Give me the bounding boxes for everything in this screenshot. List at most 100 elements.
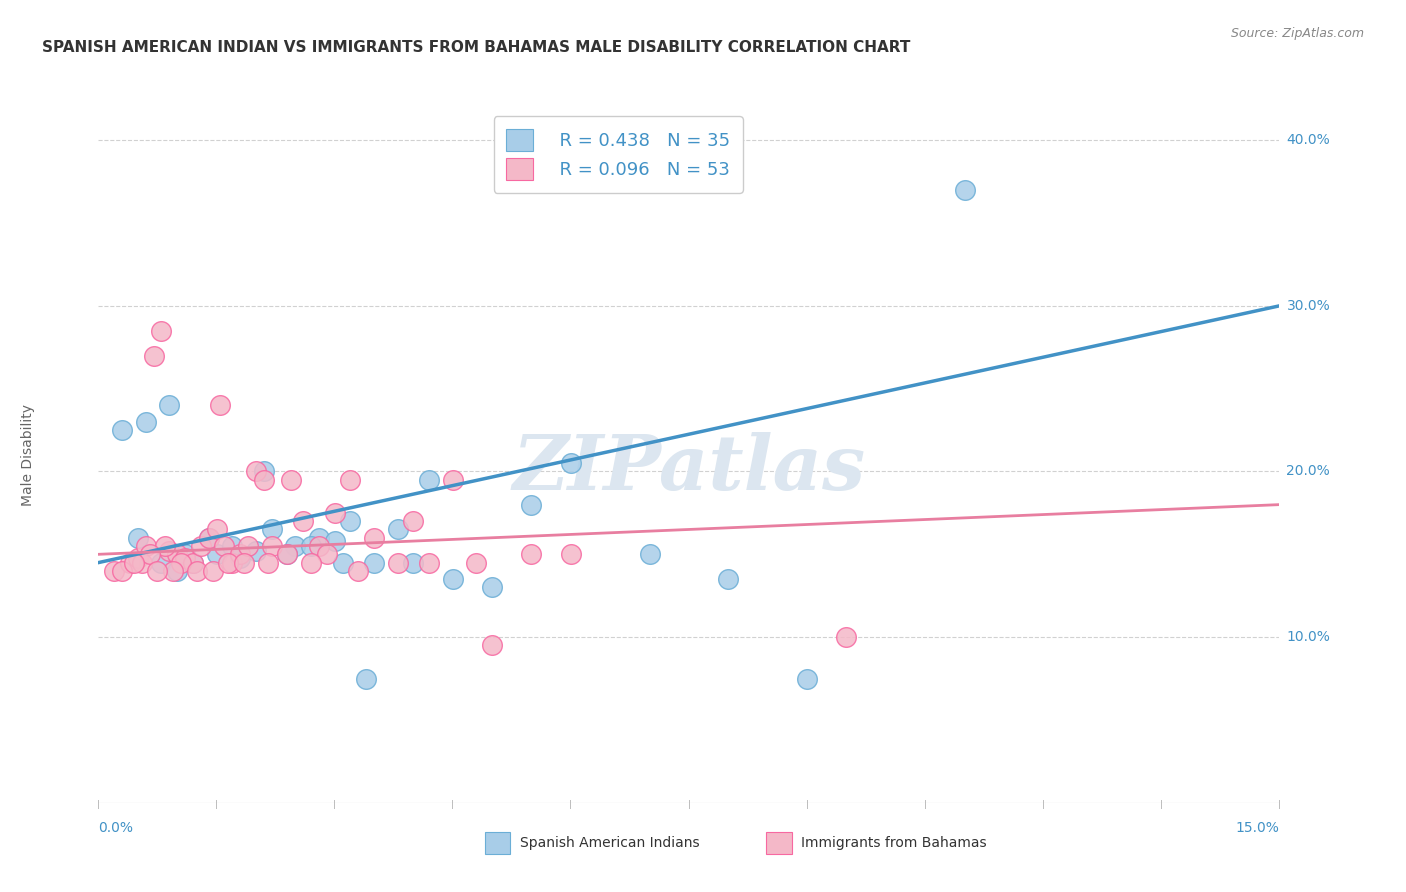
- Point: [481, 581, 503, 595]
- Point: [284, 539, 307, 553]
- Point: [181, 556, 204, 570]
- Point: [135, 415, 157, 429]
- Point: [166, 564, 188, 578]
- Point: [142, 349, 165, 363]
- Text: Spanish American Indians: Spanish American Indians: [520, 836, 700, 850]
- Point: [157, 398, 180, 412]
- Point: [363, 556, 385, 570]
- Point: [205, 547, 228, 561]
- Text: 10.0%: 10.0%: [1286, 630, 1330, 644]
- Legend:   R = 0.438   N = 35,   R = 0.096   N = 53: R = 0.438 N = 35, R = 0.096 N = 53: [494, 116, 742, 193]
- Point: [332, 556, 354, 570]
- Point: [229, 550, 252, 565]
- Point: [174, 550, 197, 565]
- Point: [299, 539, 322, 553]
- Text: |: |: [97, 800, 100, 809]
- Point: [150, 324, 173, 338]
- Text: Male Disability: Male Disability: [21, 404, 35, 506]
- Text: |: |: [1278, 800, 1281, 809]
- Text: |: |: [806, 800, 808, 809]
- Text: 0.0%: 0.0%: [98, 821, 134, 835]
- Point: [217, 556, 239, 570]
- Point: [245, 544, 267, 558]
- Text: 40.0%: 40.0%: [1286, 133, 1330, 147]
- Point: [299, 556, 322, 570]
- Point: [339, 514, 361, 528]
- Point: [402, 556, 425, 570]
- Point: [481, 639, 503, 653]
- Point: [387, 523, 409, 537]
- Point: [347, 564, 370, 578]
- Point: [520, 547, 543, 561]
- Point: [155, 539, 177, 553]
- Point: [221, 556, 243, 570]
- Point: [953, 183, 976, 197]
- Point: [796, 672, 818, 686]
- Point: [276, 547, 298, 561]
- Point: [339, 473, 361, 487]
- Text: Immigrants from Bahamas: Immigrants from Bahamas: [801, 836, 987, 850]
- Point: [127, 531, 149, 545]
- Point: [465, 556, 488, 570]
- Point: [162, 564, 184, 578]
- Point: [260, 523, 283, 537]
- Point: [197, 531, 219, 545]
- Point: [441, 572, 464, 586]
- Point: [190, 539, 212, 553]
- Point: [280, 473, 302, 487]
- Point: [201, 564, 224, 578]
- Point: [253, 473, 276, 487]
- Point: [363, 531, 385, 545]
- Point: [323, 534, 346, 549]
- Text: |: |: [569, 800, 572, 809]
- Point: [323, 506, 346, 520]
- Point: [256, 556, 278, 570]
- Text: ZIPatlas: ZIPatlas: [512, 432, 866, 506]
- Point: [418, 473, 440, 487]
- Text: |: |: [1160, 800, 1163, 809]
- Point: [127, 550, 149, 565]
- Point: [111, 564, 134, 578]
- Point: [717, 572, 740, 586]
- Point: [402, 514, 425, 528]
- Point: [135, 539, 157, 553]
- Text: |: |: [451, 800, 454, 809]
- Point: [170, 556, 193, 570]
- Point: [835, 630, 858, 644]
- Text: |: |: [1042, 800, 1045, 809]
- Point: [146, 564, 169, 578]
- Point: [166, 547, 188, 561]
- Point: [233, 556, 256, 570]
- Point: [131, 556, 153, 570]
- Point: [138, 547, 160, 561]
- Point: [292, 514, 315, 528]
- Point: [245, 465, 267, 479]
- Text: 20.0%: 20.0%: [1286, 465, 1330, 478]
- Point: [150, 556, 173, 570]
- Point: [214, 539, 236, 553]
- Text: |: |: [215, 800, 218, 809]
- Point: [186, 564, 208, 578]
- Text: 30.0%: 30.0%: [1286, 299, 1330, 313]
- Text: |: |: [924, 800, 927, 809]
- Text: Source: ZipAtlas.com: Source: ZipAtlas.com: [1230, 27, 1364, 40]
- Point: [122, 556, 145, 570]
- Text: 15.0%: 15.0%: [1236, 821, 1279, 835]
- Point: [638, 547, 661, 561]
- Point: [205, 523, 228, 537]
- Point: [174, 547, 197, 561]
- Point: [520, 498, 543, 512]
- Point: [315, 547, 337, 561]
- Point: [236, 539, 259, 553]
- Point: [209, 398, 232, 412]
- Point: [354, 672, 377, 686]
- Point: [157, 544, 180, 558]
- Point: [418, 556, 440, 570]
- Point: [276, 547, 298, 561]
- Point: [197, 531, 219, 545]
- Point: [441, 473, 464, 487]
- Point: [103, 564, 125, 578]
- Point: [229, 547, 252, 561]
- Point: [560, 456, 582, 470]
- Point: [260, 539, 283, 553]
